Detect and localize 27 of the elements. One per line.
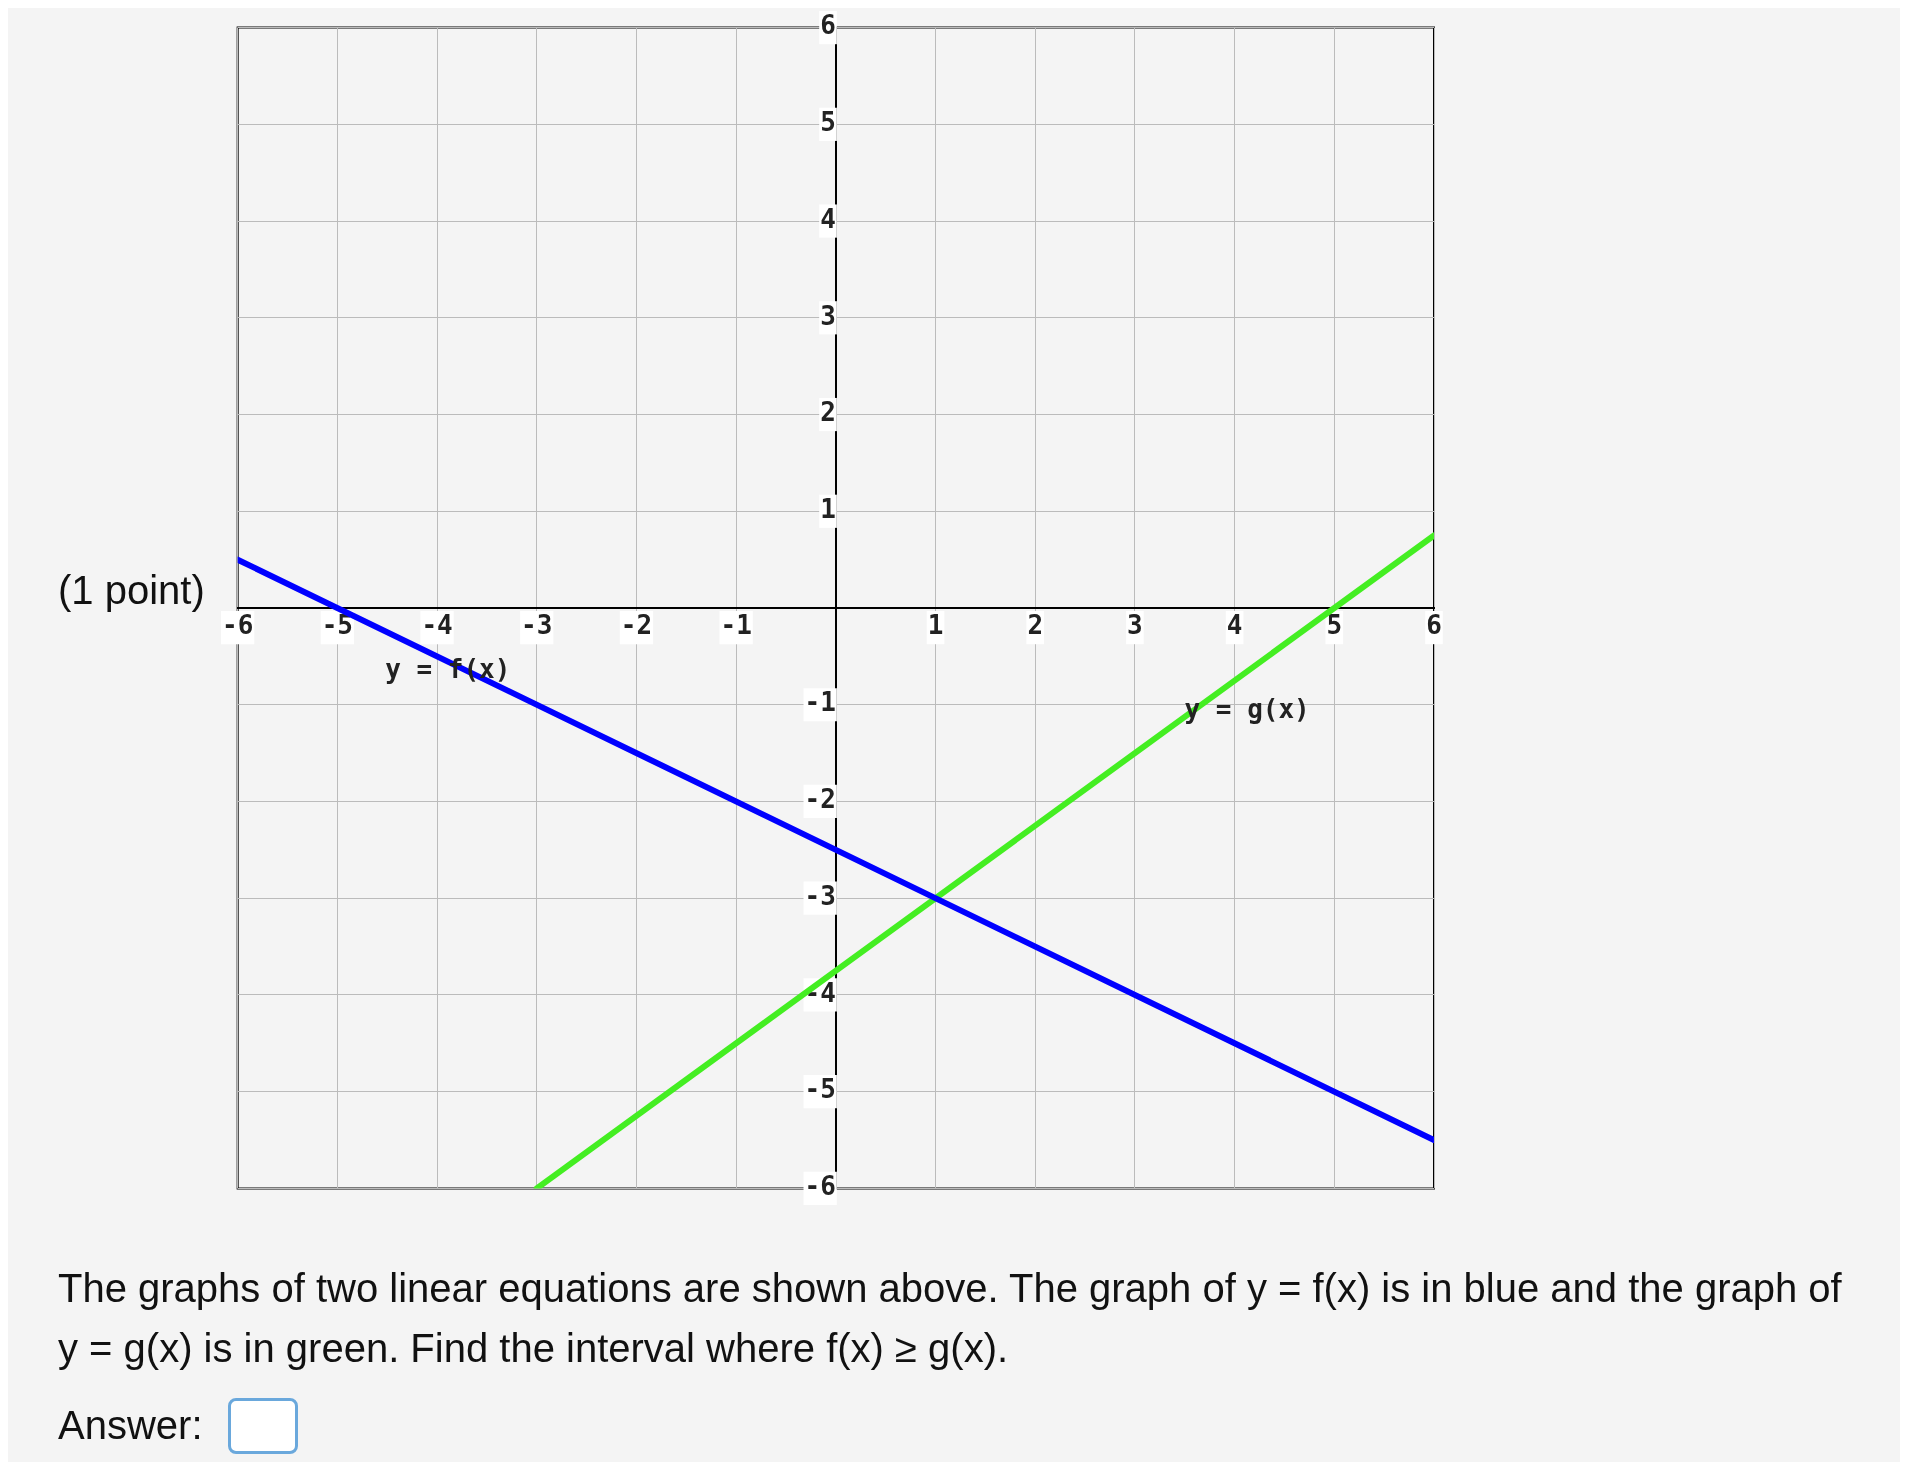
x-tick-label: 6: [1426, 610, 1442, 641]
x-tick-label: -2: [620, 610, 653, 641]
y-tick-label: 1: [820, 494, 836, 525]
y-tick-label: 2: [820, 397, 836, 428]
x-tick-label: -4: [421, 610, 453, 641]
y-tick-label: 3: [820, 300, 836, 331]
y-tick-label: 4: [820, 203, 836, 234]
text: The graphs of two linear equations are shown above. The graph of y = f(x) is in blue and the graph of y = g(x) is in green. Find the interval where f(x) ≥ g(x).: [58, 1265, 1843, 1372]
y-tick-label: 5: [820, 107, 836, 138]
x-tick-label: -6: [222, 610, 254, 641]
y-tick-label: 6: [820, 10, 836, 41]
y-tick-label: -2: [804, 784, 836, 815]
text: Answer:: [58, 1403, 203, 1448]
y-tick-label: -3: [804, 880, 836, 911]
y-tick-label: -6: [804, 1171, 836, 1202]
series-label: y = g(x): [1184, 693, 1310, 724]
y-tick-label: -5: [804, 1074, 836, 1105]
y-tick-label: -4: [804, 977, 836, 1008]
y-tick-label: -1: [804, 687, 836, 718]
text: (1 point): [58, 568, 205, 613]
x-tick-label: 5: [1326, 610, 1343, 641]
x-tick-label: 1: [927, 610, 944, 641]
x-tick-label: -1: [720, 610, 752, 641]
x-tick-label: -3: [521, 610, 553, 641]
x-tick-label: 4: [1226, 610, 1243, 641]
x-tick-label: 3: [1127, 610, 1143, 641]
x-tick-label: 2: [1027, 610, 1044, 641]
